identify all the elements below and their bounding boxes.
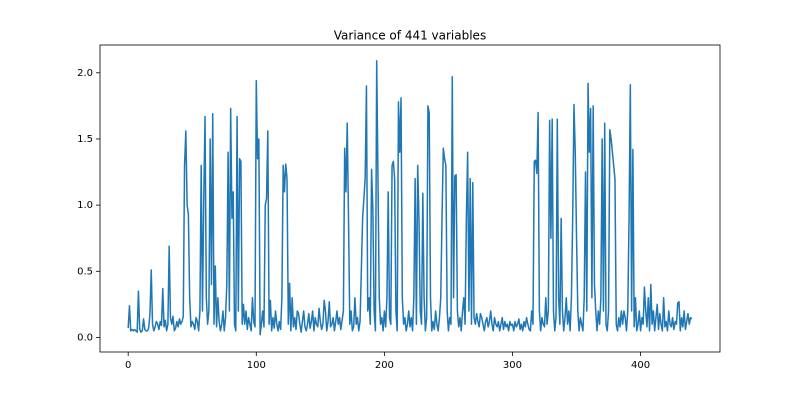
y-tick-label: 0.0 xyxy=(77,332,93,343)
y-tick-label: 2.0 xyxy=(77,68,93,79)
y-tick-label: 1.5 xyxy=(77,134,93,145)
x-tick-label: 100 xyxy=(247,360,266,371)
data-line xyxy=(127,60,693,336)
x-tick-label: 400 xyxy=(631,360,650,371)
x-tick-label: 0 xyxy=(125,360,131,371)
plot-frame xyxy=(99,44,721,353)
y-tick-label: 1.0 xyxy=(77,200,93,211)
x-tick-label: 200 xyxy=(375,360,394,371)
x-tick-label: 300 xyxy=(503,360,522,371)
chart-title: Variance of 441 variables xyxy=(334,29,486,43)
y-tick-label: 0.5 xyxy=(77,266,93,277)
